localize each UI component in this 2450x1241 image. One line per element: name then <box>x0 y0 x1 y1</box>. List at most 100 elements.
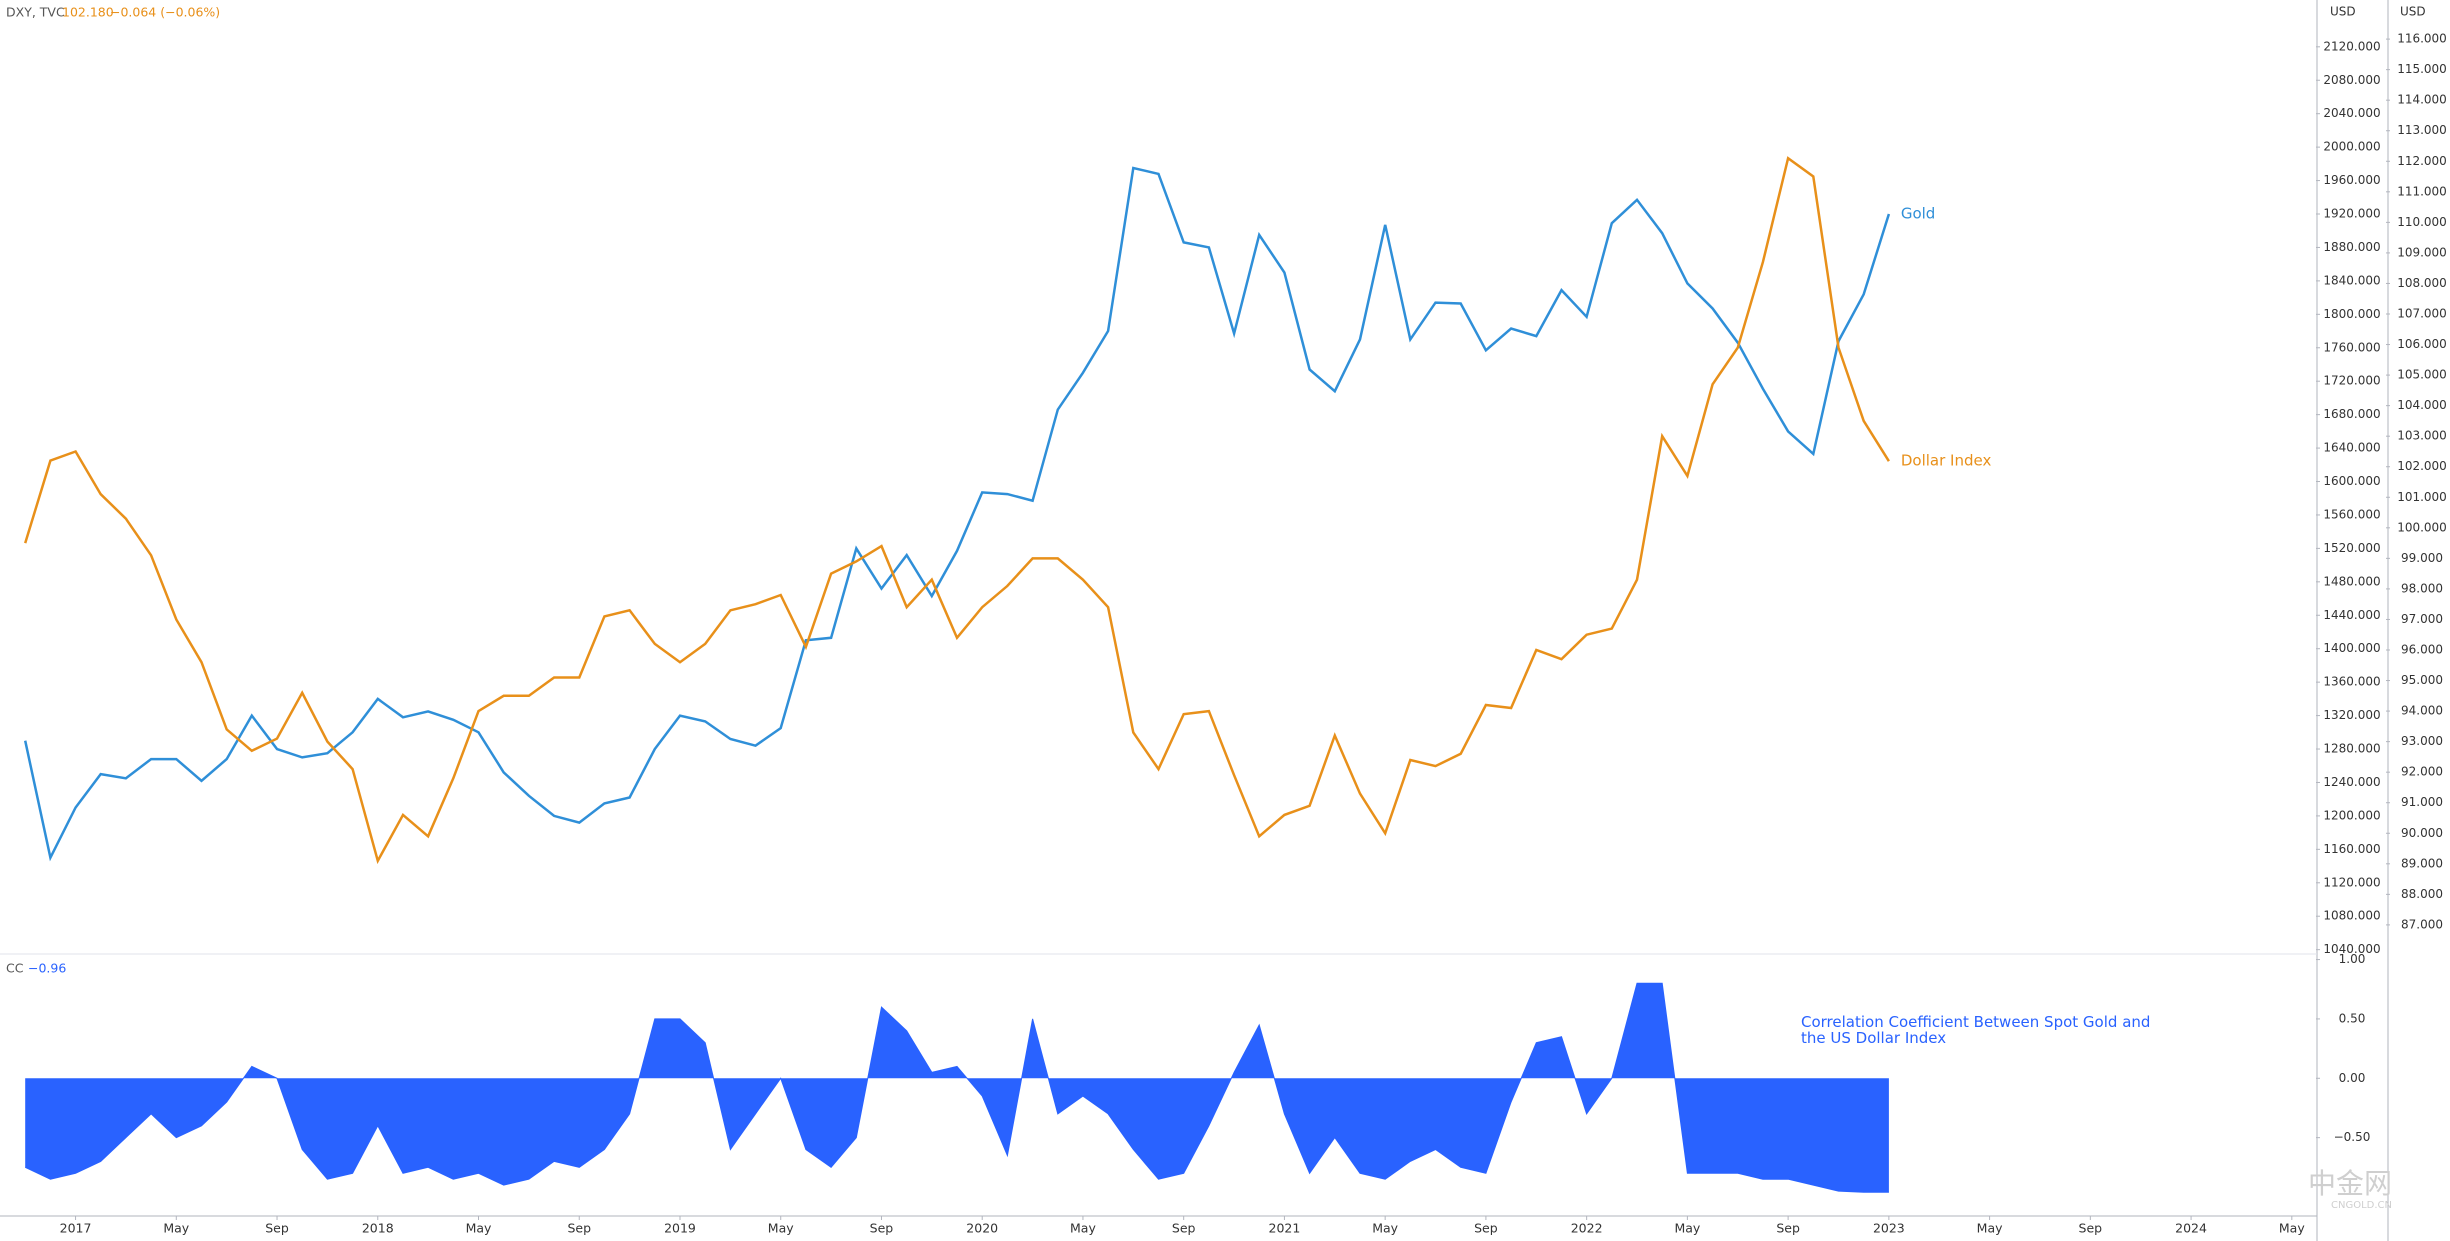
x-tick-label: 2020 <box>966 1221 998 1236</box>
y-tick-label: 97.000 <box>2401 612 2443 626</box>
y-tick-label: 0.00 <box>2339 1071 2366 1085</box>
symbol: DXY, TVC <box>6 5 65 20</box>
y-tick-label: 104.000 <box>2397 398 2447 412</box>
x-tick-label: Sep <box>870 1221 894 1236</box>
x-tick-label: Sep <box>2079 1221 2103 1236</box>
y-tick-label: 113.000 <box>2397 123 2447 137</box>
y-tick-label: 1440.000 <box>2323 608 2380 622</box>
y-tick-label: 105.000 <box>2397 368 2447 382</box>
y-tick-label: 1040.000 <box>2323 942 2380 956</box>
y-tick-label: 1640.000 <box>2323 441 2380 455</box>
y-unit: USD <box>2330 5 2356 19</box>
series-line <box>24 156 1890 865</box>
y-tick-label: 92.000 <box>2401 765 2443 779</box>
y-tick-label: 1560.000 <box>2323 507 2380 521</box>
y-tick-label: 107.000 <box>2397 307 2447 321</box>
x-tick-label: Sep <box>567 1221 591 1236</box>
y-tick-label: 1880.000 <box>2323 240 2380 254</box>
y-tick-label: 101.000 <box>2397 490 2447 504</box>
y-tick-label: 110.000 <box>2397 215 2447 229</box>
y-tick-label: 1200.000 <box>2323 808 2380 822</box>
y-tick-label: 96.000 <box>2401 642 2443 656</box>
x-tick-label: May <box>1977 1221 2003 1236</box>
x-tick-label: May <box>2279 1221 2305 1236</box>
y-tick-label: 1960.000 <box>2323 173 2380 187</box>
y-tick-label: 116.000 <box>2397 32 2447 46</box>
y-tick-label: 109.000 <box>2397 245 2447 259</box>
y-tick-label: 93.000 <box>2401 734 2443 748</box>
y-tick-label: 1120.000 <box>2323 875 2380 889</box>
y-tick-label: 112.000 <box>2397 154 2447 168</box>
x-tick-label: 2018 <box>362 1221 394 1236</box>
y-tick-label: 103.000 <box>2397 429 2447 443</box>
y-tick-label: 1920.000 <box>2323 207 2380 221</box>
x-tick-label: 2019 <box>664 1221 696 1236</box>
x-tick-label: Sep <box>1172 1221 1196 1236</box>
y-tick-label: 1080.000 <box>2323 909 2380 923</box>
series-label: Dollar Index <box>1901 452 1992 470</box>
y-tick-label: 102.000 <box>2397 459 2447 473</box>
annotation: Correlation Coefficient Between Spot Gol… <box>1801 1013 2151 1047</box>
y-tick-label: 111.000 <box>2397 184 2447 198</box>
y-tick-label: 94.000 <box>2401 704 2443 718</box>
x-tick-label: May <box>1674 1221 1700 1236</box>
y-tick-label: 114.000 <box>2397 93 2447 107</box>
x-tick-label: May <box>1070 1221 1096 1236</box>
cc-last-value: −0.96 <box>28 961 66 976</box>
y-tick-label: 1320.000 <box>2323 708 2380 722</box>
y-tick-label: 95.000 <box>2401 673 2443 687</box>
watermark-site: CNGOLD.CN <box>2331 1200 2392 1211</box>
y-tick-label: 1760.000 <box>2323 340 2380 354</box>
y-tick-label: 2120.000 <box>2323 39 2380 53</box>
area-fill <box>25 983 1889 1193</box>
last-value: 102.180 <box>62 5 114 20</box>
y-tick-label: 90.000 <box>2401 826 2443 840</box>
y-tick-label: 1800.000 <box>2323 307 2380 321</box>
x-tick-label: May <box>163 1221 189 1236</box>
area-line <box>24 982 1889 1193</box>
y-tick-label: 98.000 <box>2401 581 2443 595</box>
y-tick-label: 1400.000 <box>2323 641 2380 655</box>
y-tick-label: 1480.000 <box>2323 574 2380 588</box>
x-tick-label: Sep <box>1474 1221 1498 1236</box>
x-tick-label: 2017 <box>60 1221 92 1236</box>
y-tick-label: 0.50 <box>2339 1011 2366 1025</box>
y-tick-label: 1160.000 <box>2323 842 2380 856</box>
y-tick-label: 89.000 <box>2401 856 2443 870</box>
x-tick-label: 2021 <box>1269 1221 1301 1236</box>
x-tick-label: 2024 <box>2175 1221 2207 1236</box>
x-tick-label: May <box>1372 1221 1398 1236</box>
cc-title: CC <box>6 961 24 976</box>
y-tick-label: 2000.000 <box>2323 140 2380 154</box>
y-tick-label: 88.000 <box>2401 887 2443 901</box>
y-tick-label: 2040.000 <box>2323 106 2380 120</box>
y-tick-label: 2080.000 <box>2323 73 2380 87</box>
x-tick-label: May <box>466 1221 492 1236</box>
y-tick-label: 115.000 <box>2397 62 2447 76</box>
y-tick-label: 87.000 <box>2401 917 2443 931</box>
series-line <box>23 166 1891 862</box>
series-label: Gold <box>1901 205 1936 223</box>
y-tick-label: 1600.000 <box>2323 474 2380 488</box>
y-tick-label: 1240.000 <box>2323 775 2380 789</box>
change: −0.064 (−0.06%) <box>110 5 220 20</box>
y-tick-label: 1680.000 <box>2323 407 2380 421</box>
y-tick-label: 1280.000 <box>2323 742 2380 756</box>
y2-unit: USD <box>2400 5 2426 19</box>
y-tick-label: −0.50 <box>2334 1130 2371 1144</box>
x-tick-label: May <box>768 1221 794 1236</box>
y-tick-label: 1840.000 <box>2323 273 2380 287</box>
y-tick-label: 91.000 <box>2401 795 2443 809</box>
x-tick-label: Sep <box>1776 1221 1800 1236</box>
y-tick-label: 1360.000 <box>2323 675 2380 689</box>
y-tick-label: 1720.000 <box>2323 374 2380 388</box>
y-tick-label: 100.000 <box>2397 520 2447 534</box>
y-tick-label: 1.00 <box>2339 952 2366 966</box>
x-tick-label: 2023 <box>1873 1221 1905 1236</box>
x-tick-label: Sep <box>265 1221 289 1236</box>
watermark: 中金网 <box>2308 1167 2392 1200</box>
y-tick-label: 1520.000 <box>2323 541 2380 555</box>
y-tick-label: 106.000 <box>2397 337 2447 351</box>
